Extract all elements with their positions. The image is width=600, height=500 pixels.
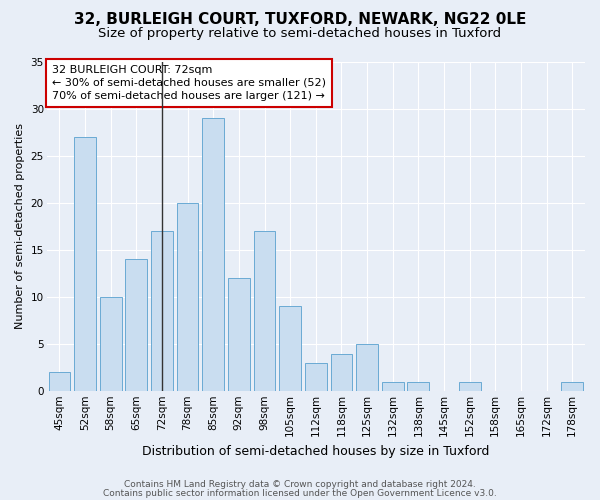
Text: Size of property relative to semi-detached houses in Tuxford: Size of property relative to semi-detach… xyxy=(98,28,502,40)
Y-axis label: Number of semi-detached properties: Number of semi-detached properties xyxy=(15,124,25,330)
Bar xyxy=(279,306,301,392)
Bar xyxy=(459,382,481,392)
Bar xyxy=(151,231,173,392)
Bar xyxy=(202,118,224,392)
Bar xyxy=(177,203,199,392)
Bar xyxy=(331,354,352,392)
X-axis label: Distribution of semi-detached houses by size in Tuxford: Distribution of semi-detached houses by … xyxy=(142,444,490,458)
Bar xyxy=(407,382,429,392)
Text: Contains HM Land Registry data © Crown copyright and database right 2024.: Contains HM Land Registry data © Crown c… xyxy=(124,480,476,489)
Text: 32, BURLEIGH COURT, TUXFORD, NEWARK, NG22 0LE: 32, BURLEIGH COURT, TUXFORD, NEWARK, NG2… xyxy=(74,12,526,28)
Bar xyxy=(49,372,70,392)
Bar xyxy=(561,382,583,392)
Bar xyxy=(382,382,404,392)
Bar xyxy=(74,137,96,392)
Bar xyxy=(100,297,122,392)
Text: Contains public sector information licensed under the Open Government Licence v3: Contains public sector information licen… xyxy=(103,488,497,498)
Text: 32 BURLEIGH COURT: 72sqm
← 30% of semi-detached houses are smaller (52)
70% of s: 32 BURLEIGH COURT: 72sqm ← 30% of semi-d… xyxy=(52,65,326,101)
Bar xyxy=(356,344,378,392)
Bar xyxy=(254,231,275,392)
Bar xyxy=(228,278,250,392)
Bar xyxy=(305,363,326,392)
Bar xyxy=(125,260,147,392)
